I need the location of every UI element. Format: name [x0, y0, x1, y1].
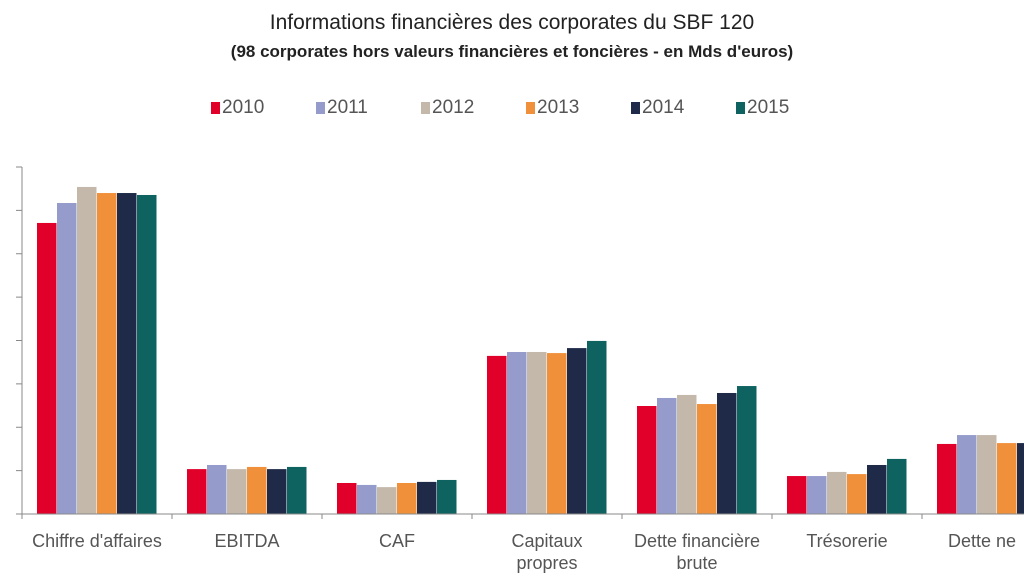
x-tick-labels: Chiffre d'affaires EBITDA CAF Capitaux propr…: [32, 531, 1016, 573]
bar-2013-2: [397, 482, 417, 514]
x-tick-label-line: brute: [676, 553, 717, 573]
legend-label: 2011: [327, 97, 368, 118]
legend-swatch: [526, 102, 535, 114]
bar-2014-6: [1017, 443, 1024, 514]
bar-2015-4: [737, 386, 757, 514]
bar-2011-3: [507, 351, 527, 514]
bar-2015-3: [587, 340, 607, 514]
bar-2011-2: [357, 484, 377, 514]
bar-2012-5: [827, 471, 847, 514]
bar-2013-6: [997, 443, 1017, 514]
legend-item-2015: 2015: [736, 97, 789, 119]
bar-2014-3: [567, 348, 587, 514]
legend-item-2014: 2014: [631, 97, 684, 119]
bar-2015-1: [287, 466, 307, 514]
x-tick-label-line: Capitaux: [511, 531, 582, 551]
bar-2011-1: [207, 464, 227, 514]
x-tick-label-line: Chiffre d'affaires: [32, 531, 162, 551]
bar-2010-6: [937, 443, 957, 514]
x-tick-label: Dette ne: [948, 531, 1016, 551]
x-tick-label: CAF: [379, 531, 415, 551]
bar-2010-1: [187, 469, 207, 514]
legend-swatch: [316, 102, 325, 114]
legend-item-2010: 2010: [211, 97, 264, 119]
x-tick-label: Dette financière brute: [634, 531, 760, 573]
legend-swatch: [211, 102, 220, 114]
bar-2012-1: [227, 469, 247, 514]
bar-2011-5: [807, 476, 827, 514]
bar-2013-4: [697, 404, 717, 514]
bar-2012-4: [677, 394, 697, 514]
legend-label: 2010: [222, 97, 265, 118]
legend-swatch: [736, 102, 745, 114]
legend-label: 2012: [432, 97, 475, 118]
legend-label: 2014: [642, 97, 685, 118]
x-tick-label: Trésorerie: [806, 531, 887, 551]
x-tick-label: Capitaux propres: [511, 531, 582, 573]
bar-2011-4: [657, 397, 677, 514]
x-tick-label: EBITDA: [214, 531, 279, 551]
bar-2014-1: [267, 469, 287, 514]
x-tick-label-line: EBITDA: [214, 531, 279, 551]
bar-2013-1: [247, 466, 267, 514]
chart-subtitle: (98 corporates hors valeurs financières …: [230, 42, 794, 61]
x-tick-label-line: propres: [516, 553, 577, 573]
bar-2014-2: [417, 481, 437, 514]
bar-2010-3: [487, 355, 507, 514]
bar-2015-2: [437, 479, 457, 514]
bar-2012-2: [377, 487, 397, 514]
bar-2011-6: [957, 435, 977, 514]
legend-item-2013: 2013: [526, 97, 579, 119]
bar-2010-0: [37, 222, 57, 515]
bar-2012-3: [527, 351, 547, 514]
legend-label: 2013: [537, 97, 580, 118]
x-tick-label-line: Dette financière: [634, 531, 760, 551]
bar-2010-4: [637, 405, 657, 514]
legend-item-2011: 2011: [316, 97, 368, 119]
axes-group: [16, 166, 1024, 519]
chart-title: Informations financières des corporates …: [269, 11, 755, 34]
legend-item-2012: 2012: [421, 97, 474, 119]
bar-2011-0: [57, 203, 77, 514]
bar-2012-0: [77, 186, 97, 514]
bar-2013-5: [847, 474, 867, 514]
bar-2015-0: [137, 194, 157, 514]
bars-group: [37, 186, 1024, 515]
bar-2010-2: [337, 482, 357, 514]
x-tick-label-line: CAF: [379, 531, 415, 551]
bar-2014-0: [117, 193, 137, 514]
bar-2013-0: [97, 193, 117, 514]
legend-swatch: [631, 102, 640, 114]
x-tick-label-line: Dette ne: [948, 531, 1016, 551]
bar-2010-5: [787, 476, 807, 514]
bar-2014-5: [867, 464, 887, 514]
bar-2012-6: [977, 435, 997, 514]
legend-swatch: [421, 102, 430, 114]
legend-label: 2015: [747, 97, 790, 118]
bar-2014-4: [717, 392, 737, 514]
bar-2013-3: [547, 353, 567, 514]
bar-2015-5: [887, 458, 907, 514]
x-tick-label-line: Trésorerie: [806, 531, 887, 551]
x-tick-label: Chiffre d'affaires: [32, 531, 162, 551]
